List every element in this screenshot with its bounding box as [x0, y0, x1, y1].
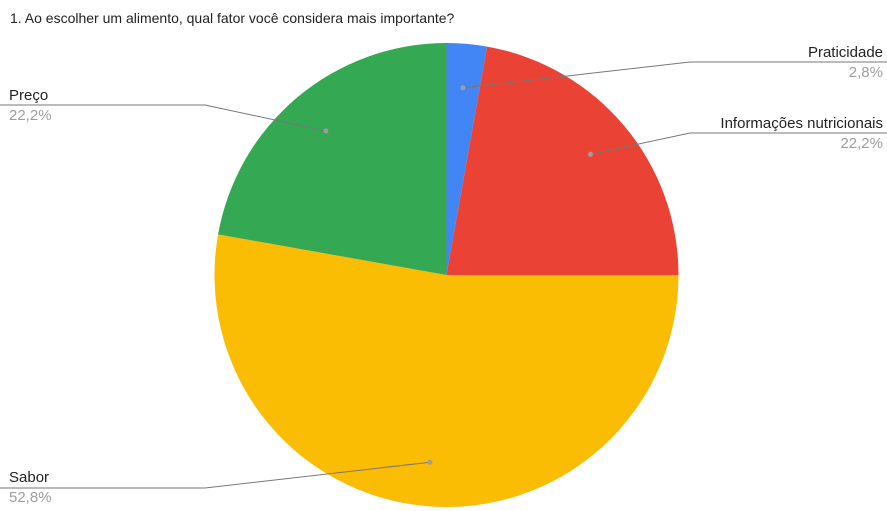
- leader-dot-sabor: [427, 459, 433, 465]
- slice-percent-praticidade: 2,8%: [849, 64, 883, 81]
- leader-dot-praticidade: [460, 85, 466, 91]
- pie-slice-informacoes-nutricionais: [446, 46, 679, 276]
- slice-label-informacoes-nutricionais: Informações nutricionais: [720, 115, 883, 132]
- slice-percent-sabor: 52,8%: [9, 489, 52, 506]
- pie-slice-sabor: [214, 234, 679, 508]
- leader-lines: [0, 61, 887, 489]
- pie-slice-praticidade: [446, 43, 488, 275]
- pie-slices: [214, 43, 679, 508]
- slice-percent-informacoes-nutricionais: 22,2%: [840, 135, 883, 152]
- leader-line-informacoes-nutricionais: [590, 132, 887, 155]
- leader-line-sabor: [0, 461, 431, 489]
- slice-label-sabor: Sabor: [9, 469, 49, 486]
- slice-label-praticidade: Praticidade: [808, 44, 883, 61]
- leader-dot-informacoes-nutricionais: [588, 151, 594, 157]
- chart-title: 1. Ao escolher um alimento, qual fator v…: [10, 10, 455, 26]
- pie-slice-preco: [218, 43, 447, 275]
- leader-line-praticidade: [462, 61, 887, 89]
- slice-label-preco: Preço: [9, 87, 48, 104]
- slice-labels: Praticidade 2,8% Informações nutricionai…: [9, 44, 883, 506]
- leader-line-preco: [0, 104, 326, 132]
- leader-dot-preco: [323, 128, 329, 134]
- slice-percent-preco: 22,2%: [9, 107, 52, 124]
